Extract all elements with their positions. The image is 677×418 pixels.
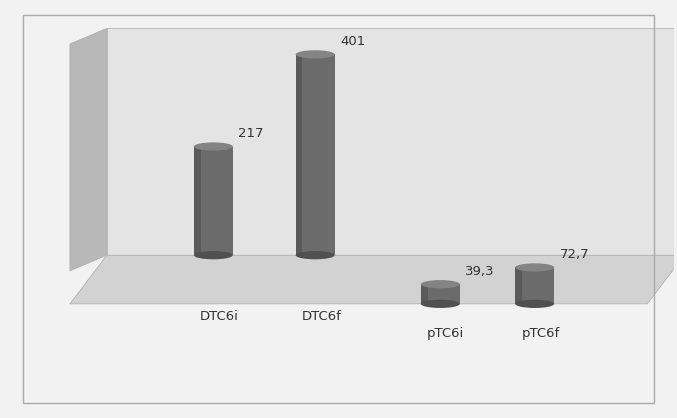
Text: 72,7: 72,7 (560, 248, 589, 261)
Ellipse shape (296, 251, 334, 259)
Polygon shape (421, 284, 460, 304)
Ellipse shape (421, 300, 460, 308)
Ellipse shape (515, 300, 554, 308)
Polygon shape (194, 147, 233, 255)
Text: 401: 401 (340, 35, 365, 48)
Text: 217: 217 (238, 127, 263, 140)
Ellipse shape (194, 143, 233, 150)
Text: 39,3: 39,3 (465, 265, 495, 278)
Polygon shape (70, 28, 107, 271)
Polygon shape (70, 255, 677, 304)
Ellipse shape (421, 280, 460, 288)
Polygon shape (296, 54, 334, 255)
Polygon shape (107, 28, 677, 255)
Polygon shape (515, 268, 522, 304)
Ellipse shape (296, 50, 334, 59)
Polygon shape (296, 54, 303, 255)
Text: pTC6f: pTC6f (521, 326, 560, 339)
Text: DTC6f: DTC6f (302, 310, 342, 323)
Ellipse shape (194, 251, 233, 259)
Ellipse shape (515, 263, 554, 272)
Text: pTC6i: pTC6i (427, 326, 464, 339)
Polygon shape (421, 284, 428, 304)
Polygon shape (515, 268, 554, 304)
Text: DTC6i: DTC6i (200, 310, 239, 323)
Polygon shape (194, 147, 200, 255)
